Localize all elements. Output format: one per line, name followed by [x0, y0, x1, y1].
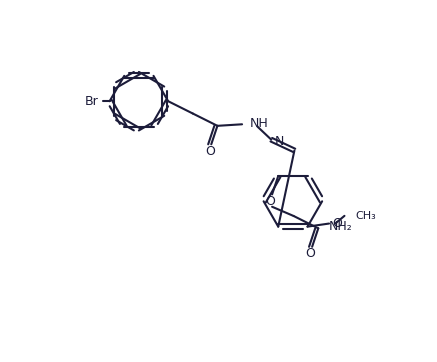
Text: O: O [305, 247, 316, 260]
Text: N: N [274, 135, 284, 148]
Text: O: O [205, 145, 215, 158]
Text: CH₃: CH₃ [355, 211, 376, 221]
Text: NH₂: NH₂ [329, 220, 353, 233]
Text: NH: NH [250, 117, 268, 130]
Text: Br: Br [85, 95, 99, 108]
Text: O: O [332, 217, 342, 230]
Text: O: O [266, 195, 275, 208]
